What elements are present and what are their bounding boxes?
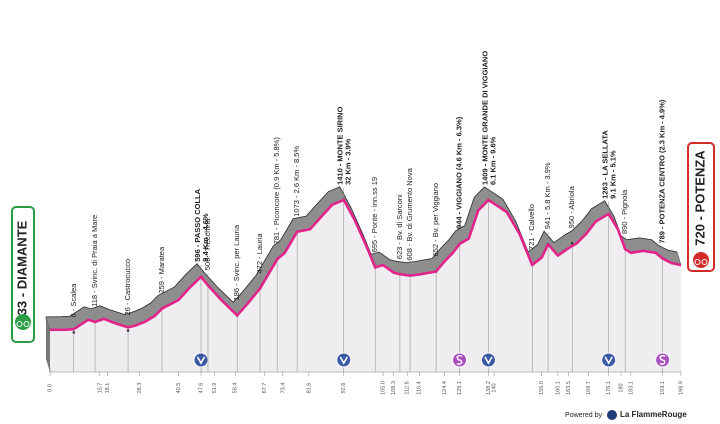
x-tick-label: 176.1 — [606, 381, 612, 395]
waypoint-point — [126, 329, 130, 332]
waypoint-label: 652 - Bv. per Viggiano — [431, 183, 440, 257]
x-tick-label: 40.5 — [176, 383, 182, 394]
kom-icon — [601, 352, 617, 368]
waypoint-label: 6 - Scalea — [69, 283, 78, 318]
sprint-glyph — [659, 354, 666, 365]
waypoint-label: 608 - Bv. di Grumento Nova — [405, 167, 414, 260]
profile-top-edge — [45, 186, 678, 318]
kom-icon — [480, 352, 496, 368]
x-tick-label: 47.6 — [198, 383, 204, 394]
x-tick-label: 193.1 — [660, 381, 666, 395]
waypoint-label: 1073 - 2.6 Km - 8.5% — [292, 146, 301, 217]
waypoint-label: 781 - Piconcore (0.9 Km - 5.8%) — [272, 137, 281, 245]
finish-badge — [687, 142, 715, 272]
start-badge — [11, 206, 35, 343]
waypoint-label: 186 - Svinc. per Lauria — [232, 224, 241, 300]
waypoint-label: 1263 - LA SELLATA — [601, 130, 610, 199]
x-tick-label: 163.5 — [566, 381, 572, 395]
x-tick-label: 15.7 — [97, 383, 103, 394]
waypoint-label: 941 - 5.8 Km - 3.9% — [543, 162, 552, 229]
waypoint-detail: 9.4 Km - 4.6% — [201, 213, 210, 262]
waypoint-label: 472 - Lauria — [255, 233, 264, 274]
powered-by: Powered by — [565, 412, 602, 419]
plot: 6 - Scalea 118 - Svinc. di Praia a Mare 26… — [45, 51, 684, 395]
x-tick-label: 116.4 — [417, 381, 423, 394]
waypoint-label: 890 - Pignola — [620, 189, 629, 234]
waypoint-label: 1410 - MONTE SIRINO — [336, 106, 345, 185]
kom-icon — [193, 352, 209, 368]
bike-wheel — [701, 259, 708, 265]
start-label: 33 - DIAMANTE — [14, 220, 29, 315]
x-tick-label: 155.0 — [539, 381, 545, 395]
x-tick-label: 183.1 — [628, 381, 634, 395]
x-tick-label: 0.0 — [47, 384, 53, 392]
kom-chevron — [484, 356, 493, 365]
start-side — [46, 316, 50, 372]
x-tick-label: 28.3 — [137, 383, 143, 394]
x-tick-label: 81.6 — [306, 383, 312, 394]
x-tick-label: 105.0 — [381, 381, 387, 395]
x-tick-label: 138.2 — [486, 381, 492, 395]
waypoint-label: 944 - VIGGIANO (4.6 Km - 6.3%) — [455, 116, 464, 229]
waypoint-label: 695 - Ponte - inn.ss 19 — [370, 177, 379, 252]
waypoint-detail: 9.1 Km - 5.1% — [609, 150, 618, 199]
x-tick-label: 160.1 — [555, 381, 561, 395]
x-tick-label: 169.7 — [586, 381, 592, 395]
x-tick-label: 67.7 — [262, 383, 268, 394]
kom-chevron — [339, 356, 348, 365]
brand: La FlammeRouge — [620, 410, 687, 419]
waypoint-label: 789 - POTENZA CENTRO (2.3 Km - 4.9%) — [658, 99, 667, 243]
waypoint-label: 623 - Bv. di Sarconi — [395, 194, 404, 259]
x-tick-label: 124.4 — [442, 381, 448, 395]
x-tick-label: 129.1 — [457, 381, 463, 395]
waypoint-detail: 6.1 Km - 9.6% — [488, 136, 497, 185]
finish-label: 720 - POTENZA — [692, 150, 707, 246]
x-tick-label: 180 — [618, 383, 624, 392]
bike-wheel — [694, 259, 701, 265]
waypoint-point — [570, 242, 574, 245]
x-tick-label: 51.9 — [212, 383, 218, 394]
bike-wheel — [23, 321, 30, 327]
waypoint-detail: 32 Km - 3.9% — [344, 138, 353, 185]
x-tick-label: 58.4 — [233, 383, 239, 394]
waypoint-label: 118 - Svinc. di Praia a Mare — [90, 215, 99, 307]
x-tick-label: 112.6 — [405, 381, 411, 394]
x-tick-label: 92.6 — [341, 383, 347, 394]
profile-line — [49, 198, 682, 332]
waypoint-point — [72, 331, 76, 334]
kom-chevron — [604, 356, 613, 365]
x-tick-label: 140 — [492, 383, 498, 392]
x-tick-label: 73.4 — [280, 383, 286, 394]
waypoint-label: 596 - PASSO COLLA — [193, 188, 202, 261]
sprint-glyph — [456, 354, 463, 365]
kom-chevron — [196, 356, 206, 365]
waypoint-label: 950 - Abriola — [567, 185, 576, 228]
x-tick-label: 198.9 — [678, 381, 684, 395]
waypoint-label: 506 - Trecchina — [203, 218, 212, 271]
waypoint-label: 721 - Calvello — [527, 204, 536, 250]
waypoint-label: 1409 - MONTE GRANDE DI VIGGIANO — [480, 51, 489, 185]
x-tick-label: 108.3 — [391, 381, 397, 395]
waypoint-label: 26 - Castrocucco — [123, 259, 132, 316]
brand-logo — [607, 410, 617, 420]
bike-wheel — [16, 321, 23, 327]
kom-icon — [336, 352, 352, 368]
waypoint-label: 259 - Maratea — [157, 246, 166, 294]
x-tick-label: 18.1 — [105, 383, 111, 394]
